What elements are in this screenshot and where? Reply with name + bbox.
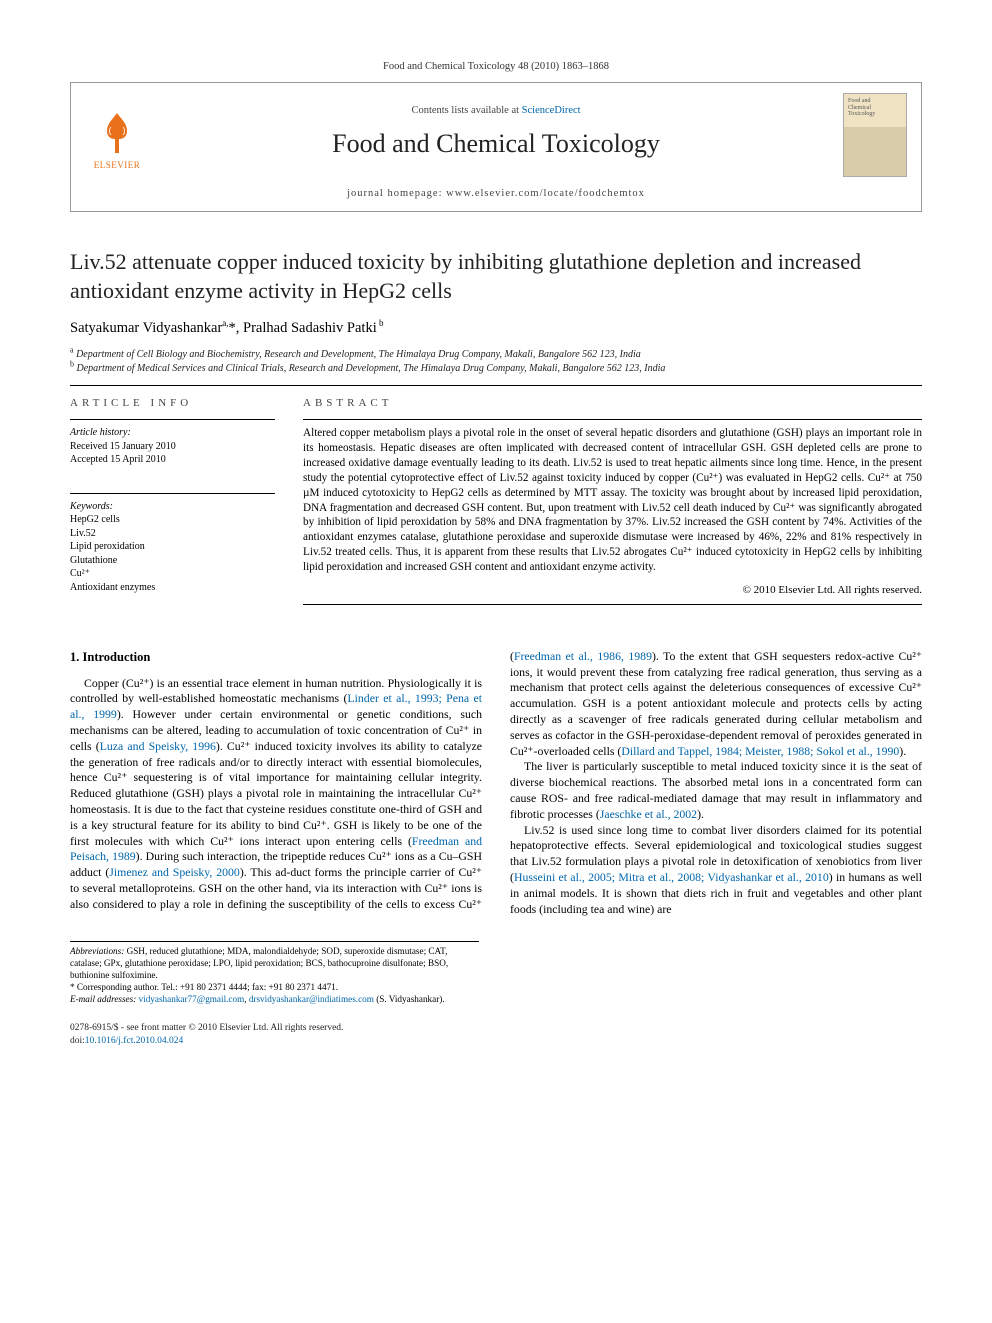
doi-link[interactable]: 10.1016/j.fct.2010.04.024 [85,1036,183,1046]
homepage-prefix: journal homepage: [347,188,446,199]
article-info-heading: ARTICLE INFO [70,396,275,411]
email-link[interactable]: drsvidyashankar@indiatimes.com [249,994,374,1004]
abstract-heading: ABSTRACT [303,396,922,411]
elsevier-label: ELSEVIER [94,159,141,171]
citation-link[interactable]: Luza and Speisky, 1996 [100,739,216,753]
homepage-url: www.elsevier.com/locate/foodchemtox [446,188,645,199]
affiliation-b: Department of Medical Services and Clini… [77,363,666,374]
keyword: Glutathione [70,554,275,568]
citation-link[interactable]: Husseini et al., 2005; Mitra et al., 200… [514,870,829,884]
affiliation-a: Department of Cell Biology and Biochemis… [76,349,641,360]
doi-prefix: doi: [70,1036,85,1046]
front-matter: 0278-6915/$ - see front matter © 2010 El… [70,1022,343,1035]
abstract-text: Altered copper metabolism plays a pivota… [303,426,922,575]
email-label: E-mail addresses: [70,994,136,1004]
body-text: 1. Introduction Copper (Cu²⁺) is an esse… [70,649,922,918]
divider [70,493,275,494]
abbrev-text: GSH, reduced glutathione; MDA, malondial… [70,946,448,980]
contents-prefix: Contents lists available at [411,105,521,116]
keyword: Antioxidant enzymes [70,581,275,595]
journal-cover-thumbnail: Food and Chemical Toxicology [843,93,907,177]
divider [303,604,922,605]
citation-link[interactable]: Freedman et al., 1986, 1989 [514,649,652,663]
divider [70,419,275,420]
keyword: HepG2 cells [70,513,275,527]
authors: Satyakumar Vidyashankara,*, Pralhad Sada… [70,319,922,339]
page-footer: 0278-6915/$ - see front matter © 2010 El… [70,1022,922,1048]
elsevier-tree-icon [93,109,141,157]
journal-title: Food and Chemical Toxicology [149,126,843,161]
section-heading: 1. Introduction [70,649,482,666]
keyword: Cu²⁺ [70,567,275,581]
cover-label: Food and Chemical Toxicology [848,98,902,118]
citation-link[interactable]: Dillard and Tappel, 1984; Meister, 1988;… [621,744,899,758]
running-head: Food and Chemical Toxicology 48 (2010) 1… [70,60,922,74]
contents-line: Contents lists available at ScienceDirec… [149,104,843,118]
abstract: ABSTRACT Altered copper metabolism plays… [303,396,922,611]
footnotes: Abbreviations: GSH, reduced glutathione;… [70,941,479,1006]
sciencedirect-link[interactable]: ScienceDirect [522,105,581,116]
keyword: Liv.52 [70,527,275,541]
paragraph: The liver is particularly susceptible to… [510,759,922,822]
copyright: © 2010 Elsevier Ltd. All rights reserved… [303,583,922,598]
elsevier-logo: ELSEVIER [85,99,149,171]
keyword: Lipid peroxidation [70,540,275,554]
divider [303,419,922,420]
abbrev-label: Abbreviations: [70,946,124,956]
keywords-label: Keywords: [70,500,275,514]
paragraph: Liv.52 is used since long time to combat… [510,823,922,918]
affiliations: a Department of Cell Biology and Biochem… [70,348,922,375]
article-title: Liv.52 attenuate copper induced toxicity… [70,248,922,304]
journal-homepage: journal homepage: www.elsevier.com/locat… [71,183,921,211]
history-label: Article history: [70,426,275,440]
divider [70,385,922,386]
article-info: ARTICLE INFO Article history: Received 1… [70,396,275,611]
journal-header: ELSEVIER Contents lists available at Sci… [70,82,922,212]
citation-link[interactable]: Jimenez and Speisky, 2000 [109,865,240,879]
citation-link[interactable]: Jaeschke et al., 2002 [600,807,697,821]
email-link[interactable]: vidyashankar77@gmail.com [139,994,245,1004]
corresponding-author: * Corresponding author. Tel.: +91 80 237… [70,982,479,994]
accepted-date: Accepted 15 April 2010 [70,453,275,467]
received-date: Received 15 January 2010 [70,440,275,454]
